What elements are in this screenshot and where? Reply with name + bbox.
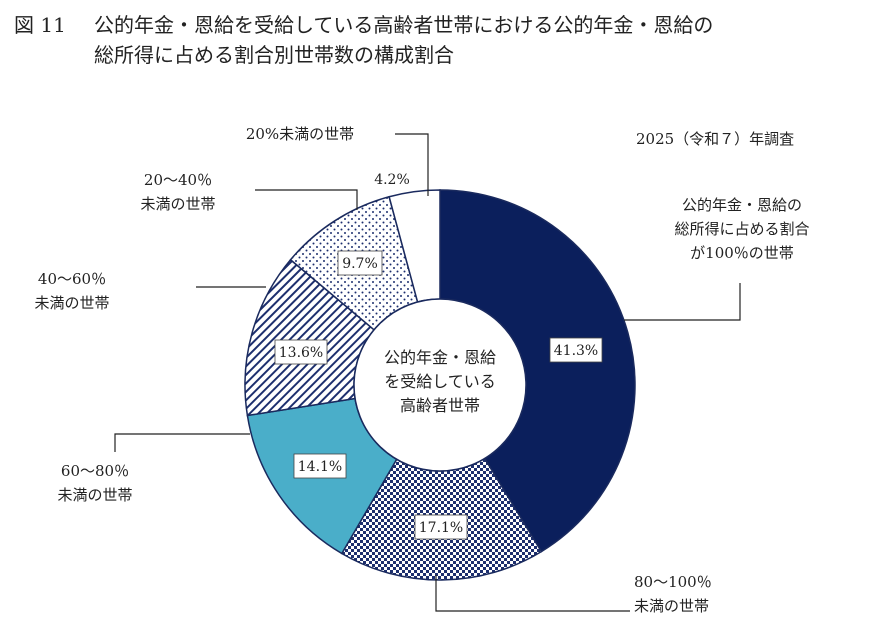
value-text-4: 9.7% <box>342 256 378 272</box>
value-text-2: 14.1% <box>298 459 342 475</box>
value-text-1: 17.1% <box>419 520 463 536</box>
callout-line-1 <box>435 575 630 612</box>
value-label-4: 9.7% <box>337 250 383 276</box>
center-label: 公的年金・恩給を受給している高齢者世帯 <box>384 348 496 415</box>
title-line-1: 公的年金・恩給を受給している高齢者世帯における公的年金・恩給の <box>94 13 714 37</box>
title-line-2: 総所得に占める割合別世帯数の構成割合 <box>94 43 454 67</box>
category-label-3: 40～60％未満の世帯 <box>34 270 109 312</box>
value-label-5: 4.2% <box>374 172 410 188</box>
value-label-2: 14.1% <box>293 453 347 479</box>
center-label-group: 公的年金・恩給を受給している高齢者世帯 <box>353 298 527 472</box>
value-label-3: 13.6% <box>274 339 328 365</box>
callout-line-0 <box>624 283 741 321</box>
value-text-0: 41.3% <box>554 343 598 359</box>
value-text-3: 13.6% <box>279 345 323 361</box>
category-label-5: 20%未満の世帯 <box>246 125 354 143</box>
figure-number: 図 11 <box>14 13 66 37</box>
chart-title: 図 11 公的年金・恩給を受給している高齢者世帯における公的年金・恩給の 総所得に… <box>14 10 864 70</box>
category-label-2: 60～80％未満の世帯 <box>57 462 132 504</box>
value-label-1: 17.1% <box>414 514 468 540</box>
survey-note: 2025（令和７）年調査 <box>636 130 795 148</box>
callouts-group: 公的年金・恩給の総所得に占める割合が100％の世帯 80～100％未満の世帯 60～… <box>34 125 809 615</box>
value-labels-group: 41.3% 17.1% 14.1% 13.6% 9.7% 4.2% <box>274 172 603 540</box>
value-label-0: 41.3% <box>549 337 603 363</box>
category-label-0: 公的年金・恩給の総所得に占める割合が100％の世帯 <box>674 196 809 262</box>
donut-hole <box>353 298 527 472</box>
callout-line-5 <box>395 133 429 196</box>
callout-line-4 <box>255 189 358 210</box>
value-text-5: 4.2% <box>374 172 410 188</box>
callout-line-2 <box>114 433 250 452</box>
category-label-1: 80～100％未満の世帯 <box>634 573 712 615</box>
category-label-4: 20～40％未満の世帯 <box>140 171 215 213</box>
